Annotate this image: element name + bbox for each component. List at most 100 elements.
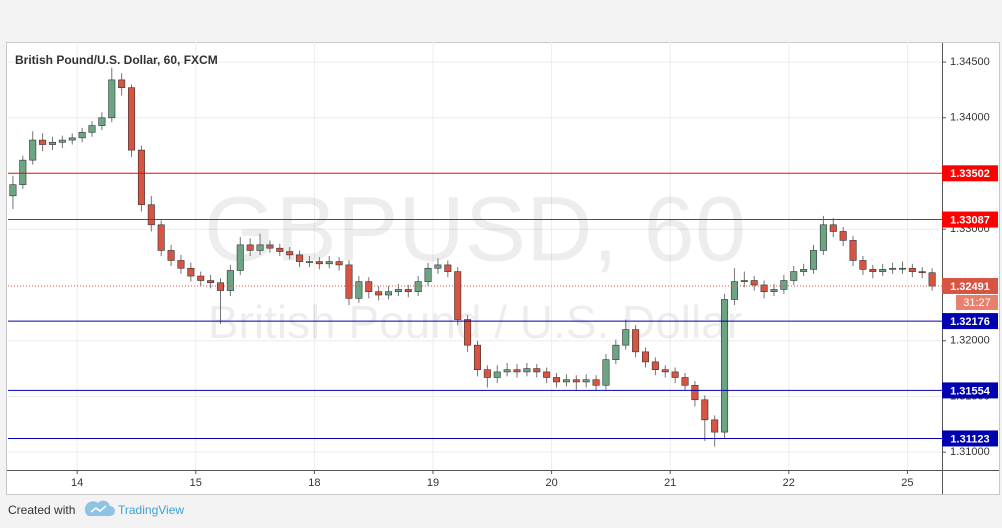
candle-body (473, 344, 481, 370)
candle-body (889, 267, 897, 270)
candle-body (68, 137, 76, 141)
logo-cloud[interactable] (84, 500, 115, 516)
x-tick-label: 25 (901, 477, 913, 489)
x-tick-label: 15 (190, 477, 202, 489)
candle-body (859, 260, 867, 270)
candle-body (553, 377, 561, 383)
level-label-bg (942, 313, 998, 330)
candle-body (839, 231, 847, 241)
last-price-label: 1.32491 (950, 281, 990, 293)
candle-body (424, 267, 432, 282)
candle-body (157, 224, 165, 251)
brand-logo[interactable]: TradingView (84, 500, 185, 517)
candle-body (602, 359, 610, 386)
candle-body (266, 244, 274, 249)
candle-body (365, 281, 373, 292)
level-label: 1.33087 (950, 214, 990, 226)
candle-body (681, 377, 689, 386)
candle-body (355, 281, 363, 299)
candle-body (236, 244, 244, 271)
x-tick-label: 18 (308, 477, 320, 489)
last-price-label-bg (942, 277, 998, 294)
candle-body (207, 280, 215, 284)
candle-body (216, 282, 225, 291)
candle-body (404, 289, 412, 292)
candle-body (829, 224, 837, 232)
chart-title: British Pound/U.S. Dollar, 60, FXCM (15, 53, 218, 67)
level-label: 1.33502 (950, 168, 990, 180)
candle-body (483, 369, 491, 378)
candle-body (276, 247, 284, 252)
candle-body (632, 329, 640, 353)
candle-body (118, 79, 126, 88)
candle-body (780, 280, 788, 290)
candle-body (869, 269, 877, 272)
level-label-bg (942, 430, 998, 447)
level-label-bg (942, 211, 998, 228)
candle-body (661, 369, 669, 373)
level-label-bg (942, 382, 998, 399)
candle-body (671, 371, 679, 378)
candle-body (315, 261, 323, 265)
candle-body (701, 399, 709, 421)
candle-body (790, 271, 798, 281)
overlay: 1.33502 1.33087 1.32176 1.31554 1.31123 1.324… (8, 165, 998, 447)
candle-body (898, 267, 906, 270)
candle-body (345, 264, 353, 299)
candle-body (39, 139, 47, 145)
candle-body (98, 117, 106, 126)
candle-body (691, 384, 699, 401)
watermark: GBPUSD, 60 (204, 178, 746, 280)
candle-body (48, 142, 56, 145)
candle-body (375, 291, 383, 296)
candle-body (464, 319, 472, 346)
candle-body (918, 271, 926, 274)
candle-body (770, 289, 778, 292)
candle-body (760, 284, 768, 292)
candle-body (286, 251, 294, 256)
candle-body (849, 240, 857, 261)
candle-body (612, 344, 620, 360)
x-tick-label: 20 (545, 477, 557, 489)
candle-body (394, 289, 402, 292)
candle-body (879, 269, 887, 272)
watermark-subtitle: British Pound / U.S. Dollar (208, 296, 742, 348)
candle-body (29, 139, 37, 161)
grid: 1.345001.340001.330001.320001.315001.310… (8, 42, 990, 489)
candle-body (78, 131, 86, 139)
x-tick-label: 19 (427, 477, 439, 489)
candle-body (503, 369, 511, 373)
candle-body (246, 244, 254, 251)
candle-body (711, 419, 719, 433)
candle-body (810, 250, 818, 270)
x-tick-label: 21 (664, 477, 676, 489)
candle-body (622, 329, 630, 346)
countdown-label: 31:27 (963, 297, 991, 309)
level-label: 1.32176 (950, 316, 990, 328)
logo-line[interactable] (90, 505, 107, 513)
brand-link[interactable]: TradingView (118, 503, 184, 517)
level-label: 1.31123 (950, 433, 989, 445)
y-tick-label: 1.31000 (950, 446, 990, 458)
candle-body (533, 368, 541, 373)
candle-body (187, 267, 195, 277)
y-tick-label: 1.34000 (950, 112, 990, 124)
candle-body (305, 261, 313, 263)
candle-body (800, 269, 808, 272)
candle-body (256, 244, 264, 251)
candle-body (721, 299, 729, 433)
candle-body (88, 125, 96, 133)
candle-body (740, 280, 748, 282)
candle-body (543, 371, 551, 378)
candle-body (385, 291, 393, 296)
candle-body (177, 260, 185, 269)
y-tick-label: 1.32000 (950, 335, 990, 347)
candle-body (572, 379, 580, 383)
candle-body (454, 271, 462, 320)
candle-body (928, 272, 936, 287)
candle-body (908, 267, 916, 272)
candles (9, 67, 936, 447)
candle-body (147, 204, 155, 226)
